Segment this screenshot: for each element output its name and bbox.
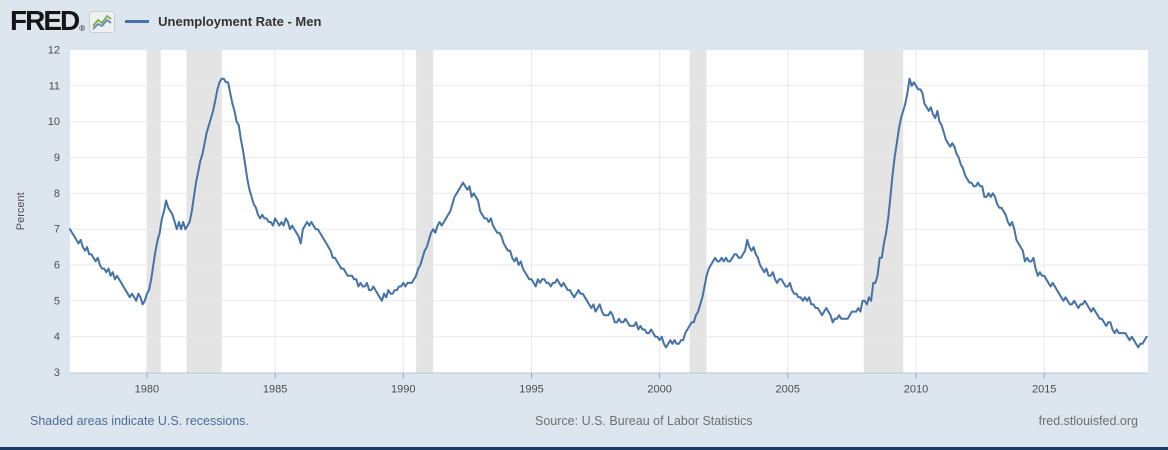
fred-logo-text: FRED	[10, 5, 80, 37]
x-tick-label: 2010	[904, 384, 928, 396]
x-tick-label: 2015	[1032, 384, 1056, 396]
chart-footer: Shaded areas indicate U.S. recessions. S…	[0, 414, 1168, 428]
y-tick-label: 4	[54, 331, 60, 343]
plot-area[interactable]	[70, 50, 1148, 373]
fred-logo[interactable]: FRED ®	[10, 5, 116, 37]
x-tick-label: 1995	[519, 384, 543, 396]
recession-band	[689, 50, 707, 373]
y-tick-label: 7	[54, 224, 60, 236]
recession-band	[146, 50, 161, 373]
x-tick-label: 2000	[647, 384, 671, 396]
x-tick-label: 1980	[135, 384, 159, 396]
registered-trademark-symbol: ®	[79, 23, 86, 33]
chart-legend: Unemployment Rate - Men	[125, 14, 321, 29]
source-text: Source: U.S. Bureau of Labor Statistics	[535, 414, 753, 428]
y-tick-label: 6	[54, 260, 60, 272]
y-tick-label: 11	[49, 80, 60, 92]
y-axis-title: Percent	[15, 192, 27, 230]
bottom-accent-bar	[0, 447, 1168, 450]
y-tick-label: 9	[54, 152, 60, 164]
recession-note-link[interactable]: Shaded areas indicate U.S. recessions.	[30, 414, 249, 428]
site-link[interactable]: fred.stlouisfed.org	[1038, 414, 1138, 428]
legend-line-swatch	[125, 19, 150, 23]
y-tick-label: 5	[54, 295, 60, 307]
recession-band	[863, 50, 904, 373]
chart-header: FRED ® Unemployment Rate - Men	[0, 0, 1168, 42]
y-tick-label: 10	[48, 116, 60, 128]
fred-sparkline-icon	[89, 10, 116, 33]
y-tick-label: 8	[54, 188, 60, 200]
recession-band	[416, 50, 434, 373]
y-tick-label: 12	[48, 45, 60, 57]
x-tick-label: 1985	[263, 384, 287, 396]
series-line[interactable]	[69, 77, 1148, 349]
x-tick-label: 1990	[391, 384, 415, 396]
x-tick-label: 2005	[776, 384, 800, 396]
y-tick-label: 3	[54, 367, 60, 379]
legend-series-label: Unemployment Rate - Men	[158, 13, 322, 29]
